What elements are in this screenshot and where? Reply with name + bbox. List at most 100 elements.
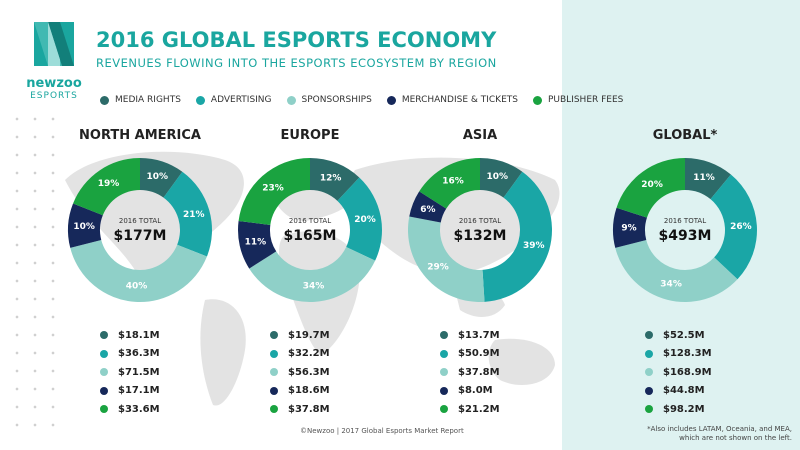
value-amount: $52.5M <box>663 329 705 341</box>
region-title: GLOBAL* <box>652 128 718 143</box>
value-amount: $128.3M <box>663 348 712 360</box>
value-row-advertising: $36.3M <box>100 345 230 364</box>
value-swatch <box>100 331 108 340</box>
region-europe: EUROPE 12% 20% 34% 11% 23% 2016 TOTAL $165M $1… <box>220 128 400 419</box>
value-amount: $32.2M <box>288 348 330 360</box>
legend-item-merchandise-tickets: MERCHANDISE & TICKETS <box>386 95 518 105</box>
donut-segment-advertising <box>482 171 552 302</box>
donut-segment-publisher-fees <box>616 158 685 218</box>
value-amount: $13.7M <box>458 329 500 341</box>
value-swatch <box>270 368 278 377</box>
percent-label-advertising: 20% <box>354 215 376 225</box>
percent-label-sponsorships: 40% <box>126 281 148 291</box>
percent-label-publisher-fees: 23% <box>262 183 284 193</box>
percent-label-advertising: 39% <box>523 241 545 251</box>
legend-swatch <box>386 95 396 105</box>
region-title: NORTH AMERICA <box>79 128 201 143</box>
percent-label-advertising: 21% <box>183 210 205 220</box>
donut-segment-sponsorships <box>70 239 207 302</box>
percent-label-merchandise-tickets: 9% <box>621 224 636 234</box>
chart-legend: MEDIA RIGHTS ADVERTISING SPONSORSHIPS ME… <box>100 95 623 105</box>
donut-segment-media-rights <box>480 158 523 198</box>
value-row-publisher-fees: $98.2M <box>645 400 775 419</box>
value-amount: $8.0M <box>458 385 493 397</box>
percent-label-publisher-fees: 16% <box>442 176 464 186</box>
percent-label-merchandise-tickets: 10% <box>73 222 95 232</box>
donut-segment-sponsorships <box>249 247 376 302</box>
legend-swatch <box>195 95 205 105</box>
value-row-advertising: $32.2M <box>270 345 400 364</box>
value-amount: $71.5M <box>118 366 160 378</box>
footnote-line: *Also includes LATAM, Oceania, and MEA, <box>647 425 792 433</box>
value-amount: $168.9M <box>663 366 712 378</box>
newzoo-logo-icon <box>34 22 74 66</box>
value-swatch <box>270 405 278 414</box>
center-label: 2016 TOTAL <box>289 217 331 225</box>
donut-segment-publisher-fees <box>238 158 310 225</box>
value-swatch <box>100 349 108 358</box>
value-list: $19.7M $32.2M $56.3M $18.6M $37.8M <box>270 326 400 419</box>
value-row-publisher-fees: $21.2M <box>440 400 570 419</box>
legend-label: MEDIA RIGHTS <box>115 95 181 105</box>
legend-item-advertising: ADVERTISING <box>195 95 272 105</box>
donut-chart-global: 11% 26% 34% 9% 20% 2016 TOTAL $493M <box>613 158 757 302</box>
value-swatch <box>440 405 448 414</box>
value-swatch <box>270 386 278 395</box>
value-amount: $18.1M <box>118 329 160 341</box>
value-amount: $19.7M <box>288 329 330 341</box>
value-swatch <box>270 331 278 340</box>
center-label: 2016 TOTAL <box>119 217 161 225</box>
value-swatch <box>645 368 653 377</box>
value-row-merchandise-tickets: $17.1M <box>100 382 230 401</box>
donut-segment-advertising <box>710 174 757 280</box>
donut-segment-merchandise-tickets <box>613 207 647 248</box>
region-global: GLOBAL* 11% 26% 34% 9% 20% 2016 TOTAL $493M $5… <box>595 128 775 419</box>
legend-item-sponsorships: SPONSORSHIPS <box>286 95 372 105</box>
value-row-merchandise-tickets: $8.0M <box>440 382 570 401</box>
value-row-publisher-fees: $33.6M <box>100 400 230 419</box>
region-title: ASIA <box>462 128 498 143</box>
percent-label-media-rights: 10% <box>147 172 169 182</box>
percent-label-publisher-fees: 19% <box>98 179 120 189</box>
newzoo-logo: newzoo ESPORTS <box>22 18 86 106</box>
value-row-sponsorships: $71.5M <box>100 363 230 382</box>
donut-segment-merchandise-tickets <box>68 203 103 248</box>
value-row-media-rights: $52.5M <box>645 326 775 345</box>
page-subtitle: REVENUES FLOWING INTO THE ESPORTS ECOSYS… <box>96 56 497 70</box>
value-amount: $56.3M <box>288 366 330 378</box>
value-amount: $18.6M <box>288 385 330 397</box>
donut-segment-media-rights <box>310 158 360 201</box>
value-row-publisher-fees: $37.8M <box>270 400 400 419</box>
value-amount: $37.8M <box>288 403 330 415</box>
donut-segment-media-rights <box>140 158 183 198</box>
donut-segment-advertising <box>163 171 213 257</box>
value-swatch <box>440 386 448 395</box>
value-amount: $33.6M <box>118 403 160 415</box>
center-total: $132M <box>454 228 507 244</box>
percent-label-publisher-fees: 20% <box>641 180 663 190</box>
logo-brand-text: newzoo <box>26 76 82 91</box>
value-row-sponsorships: $37.8M <box>440 363 570 382</box>
donut-chart-asia: 10% 39% 29% 6% 16% 2016 TOTAL $132M <box>408 158 552 302</box>
percent-label-merchandise-tickets: 11% <box>245 238 267 248</box>
value-swatch <box>645 331 653 340</box>
value-amount: $21.2M <box>458 403 500 415</box>
value-row-advertising: $128.3M <box>645 345 775 364</box>
center-label: 2016 TOTAL <box>664 217 706 225</box>
percent-label-sponsorships: 34% <box>303 281 325 291</box>
value-amount: $17.1M <box>118 385 160 397</box>
center-total: $493M <box>659 228 712 244</box>
logo-sub-text: ESPORTS <box>30 91 78 101</box>
source-footer: ©Newzoo | 2017 Global Esports Market Rep… <box>300 427 464 435</box>
value-list: $52.5M $128.3M $168.9M $44.8M $98.2M <box>645 326 775 419</box>
donut-segment-merchandise-tickets <box>409 191 447 223</box>
legend-label: ADVERTISING <box>210 95 272 105</box>
value-swatch <box>440 349 448 358</box>
footnote-line: which are not shown on the left. <box>679 434 792 442</box>
dot-pattern <box>8 110 58 440</box>
region-asia: ASIA 10% 39% 29% 6% 16% 2016 TOTAL $132M $13.7… <box>390 128 570 419</box>
value-swatch <box>270 349 278 358</box>
donut-segment-sponsorships <box>408 216 485 302</box>
value-row-advertising: $50.9M <box>440 345 570 364</box>
legend-label: SPONSORSHIPS <box>301 95 372 105</box>
